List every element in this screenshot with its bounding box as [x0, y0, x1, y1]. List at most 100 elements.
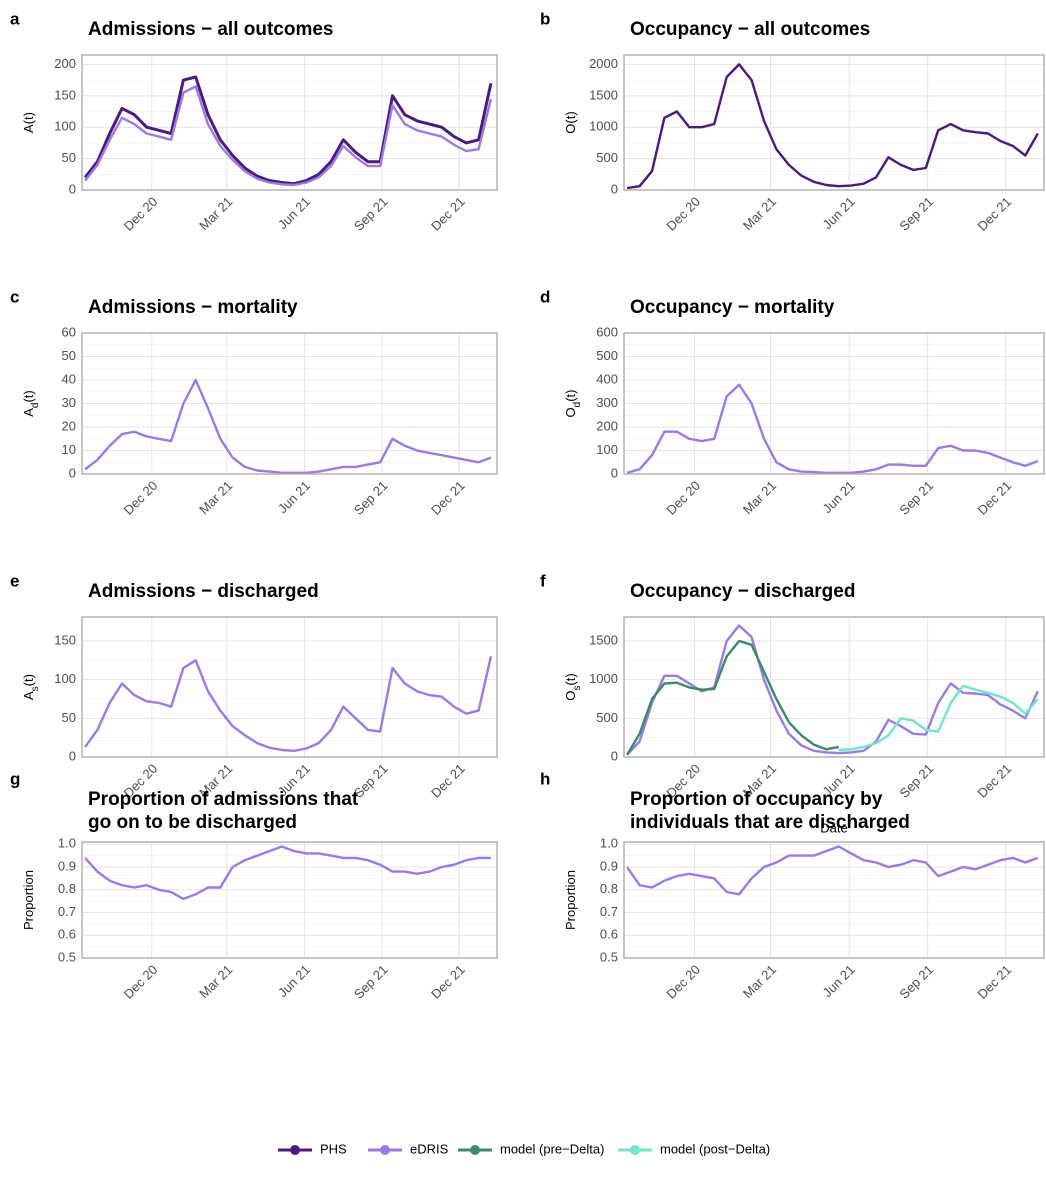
chart-title: Occupancy − discharged: [630, 581, 855, 602]
legend-label: eDRIS: [410, 1141, 449, 1156]
panel-border: [623, 616, 1045, 758]
x-tick-label: Dec 20: [663, 194, 703, 234]
x-tick-label: Dec 21: [428, 761, 468, 801]
y-tick-label: 0.9: [600, 858, 618, 873]
y-tick-label: 50: [62, 710, 76, 725]
y-tick-label: 2000: [589, 56, 618, 71]
y-axis-label-part: Proportion: [563, 870, 578, 930]
legend-key-dot: [470, 1145, 480, 1155]
y-tick-label: 1500: [589, 632, 618, 647]
panel-background: [82, 842, 497, 958]
y-tick-label: 0.8: [600, 881, 618, 896]
y-tick-label: 30: [62, 395, 76, 410]
x-tick-label: Dec 21: [975, 194, 1015, 234]
y-axis-label-part: O: [563, 691, 578, 701]
panel-letter: h: [540, 769, 550, 788]
series-line: [84, 845, 491, 901]
y-tick-label: 0: [69, 465, 76, 480]
x-tick-label: Dec 20: [121, 194, 161, 234]
y-tick-label: 300: [596, 395, 618, 410]
y-axis-label-part: A: [21, 408, 36, 417]
y-tick-label: 100: [54, 119, 76, 134]
panel-letter: e: [10, 571, 19, 590]
chart-title: Admissions − all outcomes: [88, 19, 334, 40]
y-tick-label: 10: [62, 442, 76, 457]
y-axis-label-part: (t): [563, 390, 578, 402]
x-tick-label: Dec 21: [975, 761, 1015, 801]
y-axis-label-part: d: [572, 402, 583, 408]
y-axis-label: O(t): [563, 111, 578, 133]
x-axis-label: Date: [820, 820, 847, 835]
y-axis-label-part: s: [572, 686, 583, 691]
y-axis-label: Os(t): [563, 673, 583, 700]
x-tick-label: Jun 21: [275, 194, 313, 232]
y-tick-label: 1.0: [600, 836, 618, 851]
panel-letter: f: [540, 571, 546, 590]
legend-key-dot: [630, 1145, 640, 1155]
y-tick-label: 0.8: [58, 881, 76, 896]
chart-title: Proportion of occupancy by: [630, 789, 883, 810]
x-tick-label: Jun 21: [275, 478, 313, 516]
series-line: [626, 383, 1039, 474]
y-tick-label: 100: [54, 671, 76, 686]
panel-letter: c: [10, 287, 19, 306]
y-axis-label: Proportion: [21, 870, 36, 930]
y-tick-label: 100: [596, 442, 618, 457]
y-tick-label: 600: [596, 324, 618, 339]
y-axis-label-part: (t): [563, 673, 578, 685]
legend-item: eDRIS: [368, 1141, 449, 1156]
y-tick-label: 1000: [589, 671, 618, 686]
x-tick-label: Dec 20: [121, 962, 161, 1002]
chart-title: Admissions − discharged: [88, 581, 319, 602]
series-line: [626, 63, 1039, 190]
legend-item: PHS: [278, 1141, 347, 1156]
x-tick-label: Sep 21: [896, 962, 936, 1002]
series-line: [83, 75, 493, 186]
legend-label: model (post−Delta): [660, 1141, 770, 1156]
y-axis-label-part: d: [30, 403, 41, 409]
y-axis-label: As(t): [21, 674, 41, 700]
y-axis-label-part: A(t): [21, 112, 36, 133]
y-tick-label: 40: [62, 371, 76, 386]
legend-label: model (pre−Delta): [500, 1141, 604, 1156]
y-tick-label: 0.9: [58, 858, 76, 873]
y-tick-label: 1.0: [58, 836, 76, 851]
x-tick-label: Sep 21: [351, 478, 391, 518]
y-tick-label: 500: [596, 710, 618, 725]
y-axis-label-part: s: [30, 686, 41, 691]
panel-border: [81, 616, 498, 758]
series-line: [84, 85, 493, 187]
series-line: [626, 845, 1039, 896]
series-line: [838, 684, 1039, 752]
y-tick-label: 0: [611, 465, 618, 480]
y-tick-label: 1500: [589, 87, 618, 102]
x-tick-label: Sep 21: [896, 194, 936, 234]
chart-title: Occupancy − all outcomes: [630, 19, 870, 40]
y-tick-label: 20: [62, 418, 76, 433]
x-tick-label: Dec 20: [663, 478, 703, 518]
x-tick-label: Mar 21: [196, 962, 235, 1001]
x-tick-label: Sep 21: [351, 194, 391, 234]
panel-border: [623, 332, 1045, 475]
panel-letter: a: [10, 9, 20, 28]
chart-title: Proportion of admissions that: [88, 789, 359, 810]
y-axis-label: Ad(t): [21, 390, 41, 417]
x-tick-label: Sep 21: [351, 962, 391, 1002]
y-axis-label-part: (t): [21, 674, 36, 686]
panel-background: [82, 55, 497, 190]
y-tick-label: 0: [69, 181, 76, 196]
y-tick-label: 0.5: [58, 949, 76, 964]
y-tick-label: 200: [54, 56, 76, 71]
y-axis-label: A(t): [21, 112, 36, 133]
x-tick-label: Dec 20: [121, 478, 161, 518]
legend-label: PHS: [320, 1141, 347, 1156]
y-tick-label: 0: [611, 748, 618, 763]
y-tick-label: 50: [62, 150, 76, 165]
y-tick-label: 0.6: [58, 927, 76, 942]
y-axis-label: Proportion: [563, 870, 578, 930]
chart-title: Occupancy − mortality: [630, 297, 835, 318]
legend-key-dot: [290, 1145, 300, 1155]
x-tick-label: Dec 21: [428, 962, 468, 1002]
chart-title: go on to be discharged: [88, 812, 297, 833]
